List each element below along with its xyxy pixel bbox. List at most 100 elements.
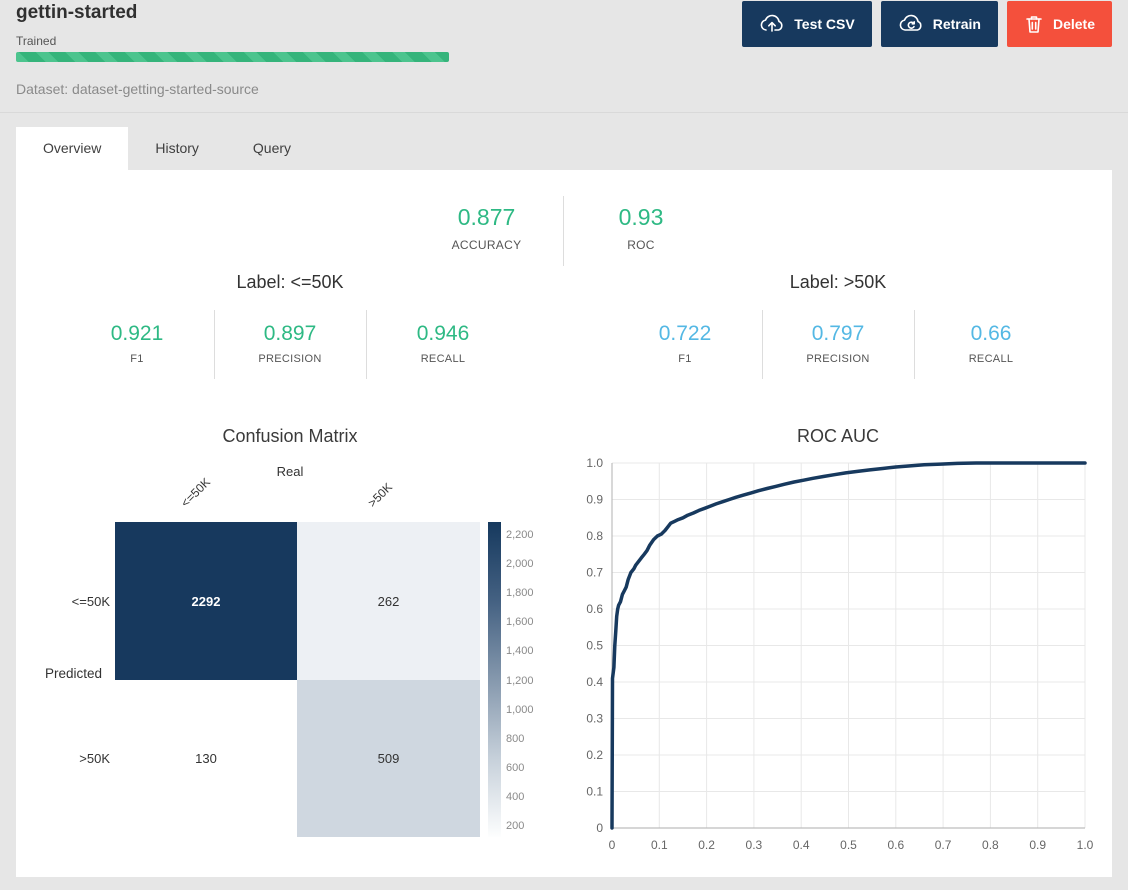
matrix-cell-false-le50k[interactable]: 262 [297, 522, 480, 680]
f1-value: 0.921 [110, 322, 164, 345]
tab-query[interactable]: Query [252, 140, 292, 156]
row-label-gt50k: >50K [79, 751, 110, 766]
dataset-label: Dataset: dataset-getting-started-source [16, 81, 259, 97]
real-axis-label: Real [276, 464, 304, 479]
precision-metric: 0.797 PRECISION [761, 310, 915, 379]
roc-y-tick: 0.2 [586, 748, 603, 762]
matrix-cell-true-le50k[interactable]: 2292 [115, 522, 297, 680]
colorbar-tick: 1,600 [506, 616, 534, 629]
f1-metric: 0.921 F1 [61, 310, 214, 379]
header-actions: Test CSV Retrain Delete [742, 1, 1112, 47]
roc-y-tick: 0.6 [586, 602, 603, 616]
training-progress-bar [16, 52, 449, 62]
roc-curve-chart: 0 0.1 0.2 0.3 0.4 0.5 0.6 0.7 0.8 0.9 1.0 0 0.1 0.2 0.… [586, 456, 1093, 852]
recall-value: 0.946 [416, 322, 470, 345]
roc-x-tick: 0.7 [935, 838, 952, 852]
recall-value: 0.66 [970, 322, 1012, 345]
roc-x-tick: 0.5 [840, 838, 857, 852]
accuracy-label: ACCURACY [451, 238, 522, 252]
colorbar-tick: 600 [506, 761, 525, 774]
roc-y-tick: 0.7 [586, 566, 603, 580]
roc-y-tick: 0.3 [586, 712, 603, 726]
label-group-le50k: Label: <=50K 0.921 F1 0.897 PRECISION 0.… [16, 270, 564, 379]
roc-x-tick: 0.4 [793, 838, 810, 852]
precision-label: PRECISION [806, 353, 870, 365]
recall-metric: 0.66 RECALL [915, 310, 1068, 379]
roc-x-tick: 1.0 [1077, 838, 1094, 852]
roc-x-tick: 0.3 [746, 838, 763, 852]
roc-y-tick: 0 [596, 821, 603, 835]
roc-x-tick: 0.6 [887, 838, 904, 852]
colorbar-tick: 400 [506, 790, 525, 803]
label-title: Label: >50K [789, 272, 887, 292]
column-label-le50k: <=50K [178, 475, 214, 510]
f1-value: 0.722 [658, 322, 712, 345]
header-divider [0, 112, 1128, 113]
test-csv-label: Test CSV [794, 16, 855, 32]
colorbar-tick: 1,400 [506, 645, 534, 658]
label-metric-groups: Label: <=50K 0.921 F1 0.897 PRECISION 0.… [16, 270, 1112, 379]
colorbar-tick: 2,000 [506, 558, 534, 571]
roc-value: 0.93 [618, 204, 664, 230]
roc-y-tick: 0.1 [586, 785, 603, 799]
label-title: Label: <=50K [236, 272, 344, 292]
precision-label: PRECISION [258, 353, 322, 365]
global-metrics: 0.877 ACCURACY 0.93 ROC [16, 196, 1112, 266]
confusion-matrix-grid: 2292 262 130 509 [115, 522, 480, 837]
roc-label: ROC [627, 238, 655, 252]
status-badge: Trained [16, 34, 57, 48]
f1-label: F1 [130, 353, 144, 365]
matrix-cell-true-gt50k[interactable]: 509 [297, 680, 480, 837]
roc-x-tick: 0.2 [698, 838, 715, 852]
tab-bar: Overview History Query [16, 127, 318, 170]
roc-metric: 0.93 ROC [564, 196, 718, 266]
accuracy-metric: 0.877 ACCURACY [410, 196, 564, 266]
roc-y-tick: 0.9 [586, 493, 603, 507]
f1-label: F1 [678, 353, 692, 365]
colorbar-tick: 200 [506, 820, 525, 832]
colorbar-ticks: 2,200 2,000 1,800 1,600 1,400 1,200 1,000 800 60… [506, 522, 562, 837]
roc-auc-title: ROC AUC [796, 426, 879, 446]
trash-icon [1026, 16, 1042, 33]
precision-value: 0.897 [263, 322, 317, 345]
retrain-button[interactable]: Retrain [880, 1, 998, 47]
f1-metric: 0.722 F1 [609, 310, 762, 379]
roc-x-tick: 0.8 [982, 838, 999, 852]
roc-y-tick: 0.4 [586, 675, 603, 689]
retrain-label: Retrain [932, 16, 981, 32]
roc-x-tick: 0 [609, 838, 616, 852]
roc-auc-panel: ROC AUC 0 0.1 0.2 0.3 0.4 0.5 0.6 0.7 0.8 0.9 1.0 0… [564, 420, 1112, 877]
page-title: gettin-started [16, 2, 138, 23]
tab-history[interactable]: History [155, 140, 199, 156]
roc-y-tick: 1.0 [586, 456, 603, 470]
delete-button[interactable]: Delete [1006, 1, 1112, 47]
roc-x-tick: 0.9 [1029, 838, 1046, 852]
roc-curve-line [610, 461, 1087, 830]
precision-value: 0.797 [811, 322, 865, 345]
column-label-gt50k: >50K [365, 480, 396, 510]
tab-overview[interactable]: Overview [16, 127, 129, 170]
colorbar-tick: 1,000 [506, 703, 534, 716]
recall-label: RECALL [420, 353, 466, 365]
delete-label: Delete [1052, 16, 1095, 32]
colorbar-tick: 1,200 [506, 674, 534, 687]
recall-label: RECALL [968, 353, 1014, 365]
recall-metric: 0.946 RECALL [367, 310, 520, 379]
colorbar-tick: 2,200 [506, 529, 534, 541]
predicted-axis-label: Predicted [45, 666, 103, 681]
cloud-upload-icon [760, 14, 783, 32]
matrix-cell-false-gt50k[interactable]: 130 [115, 680, 297, 837]
test-csv-button[interactable]: Test CSV [742, 1, 872, 47]
colorbar [488, 522, 501, 837]
confusion-matrix-panel: Confusion Matrix Real <=50K >50K 2292 26… [16, 420, 564, 877]
cloud-retrain-icon [899, 14, 922, 31]
roc-y-tick: 0.5 [586, 639, 603, 653]
colorbar-tick: 800 [506, 732, 525, 745]
colorbar-tick: 1,800 [506, 587, 534, 600]
row-label-le50k: <=50K [71, 594, 110, 609]
roc-y-tick: 0.8 [586, 529, 603, 543]
precision-metric: 0.897 PRECISION [213, 310, 367, 379]
label-group-gt50k: Label: >50K 0.722 F1 0.797 PRECISION 0.6… [564, 270, 1112, 379]
accuracy-value: 0.877 [457, 204, 516, 230]
